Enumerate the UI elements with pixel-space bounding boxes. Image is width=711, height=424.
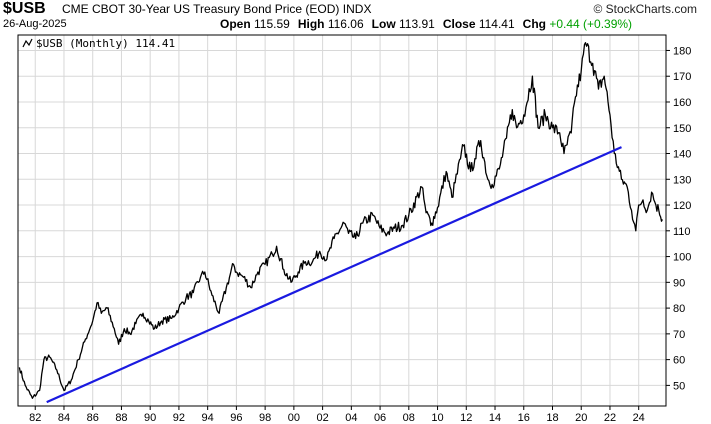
- legend-label: $USB (Monthly) 114.41: [36, 37, 175, 50]
- y-tick-label: 100: [673, 252, 691, 264]
- plot-frame: [17, 34, 667, 407]
- x-tick-label: 14: [489, 412, 501, 424]
- open-value: 115.59: [254, 17, 290, 31]
- x-tick-label: 92: [173, 412, 185, 424]
- x-tick-label: 90: [144, 412, 156, 424]
- x-tick-label: 20: [575, 412, 587, 424]
- header-row-2: 26-Aug-2025 Open 115.59 High 116.06 Low 11…: [0, 17, 711, 32]
- exchange: INDX: [342, 2, 372, 16]
- y-tick-label: 180: [673, 45, 691, 57]
- price-chart: 50 60 70 80 90 100 110 120 130 140 150 160 170 180 82…: [17, 34, 691, 424]
- x-tick-label: 12: [460, 412, 472, 424]
- x-tick-label: 18: [546, 412, 558, 424]
- x-tick-label: 08: [403, 412, 415, 424]
- x-axis: 82 84 86 88 90 92 94 96 98 00 02 04 06 08 10 12 14 16 18 20…: [29, 406, 645, 424]
- header-row-1: $USB CME CBOT 30-Year US Treasury Bond P…: [0, 0, 711, 17]
- legend: $USB (Monthly) 114.41: [22, 37, 175, 50]
- description-line: CME CBOT 30-Year US Treasury Bond Price …: [62, 2, 371, 16]
- close-label: Close: [442, 17, 476, 31]
- x-tick-label: 24: [633, 412, 645, 424]
- trendline: [46, 146, 622, 404]
- close-value: 114.41: [478, 17, 515, 31]
- y-tick-label: 160: [673, 97, 691, 109]
- y-tick-label: 150: [673, 123, 691, 135]
- y-tick-label: 70: [673, 329, 685, 341]
- price-series-line: [18, 42, 663, 399]
- low-value: 113.91: [399, 17, 435, 31]
- symbol: $USB: [3, 0, 46, 17]
- chg-label: Chg: [522, 17, 546, 31]
- x-tick-label: 00: [288, 412, 300, 424]
- chart-line-icon-path: [22, 38, 33, 48]
- brand-link[interactable]: © StockCharts.com: [593, 2, 697, 16]
- x-tick-label: 04: [345, 412, 357, 424]
- date: 26-Aug-2025: [3, 18, 67, 30]
- x-tick-label: 16: [518, 412, 530, 424]
- high-label: High: [297, 17, 325, 31]
- x-tick-label: 88: [115, 412, 127, 424]
- y-tick-label: 80: [673, 303, 685, 315]
- x-tick-label: 98: [259, 412, 271, 424]
- y-tick-label: 110: [673, 226, 691, 238]
- grid: [18, 35, 666, 406]
- x-tick-label: 10: [431, 412, 443, 424]
- y-tick-label: 170: [673, 71, 691, 83]
- y-tick-label: 140: [673, 149, 691, 161]
- open-label: Open: [220, 17, 251, 31]
- y-tick-label: 90: [673, 277, 685, 289]
- low-label: Low: [371, 17, 396, 31]
- chg-value: +0.44 (+0.39%): [549, 17, 633, 31]
- chart-line-icon: [22, 38, 33, 48]
- x-tick-label: 02: [316, 412, 328, 424]
- y-tick-label: 120: [673, 200, 691, 212]
- ohlc-summary: Open 115.59 High 116.06 Low 113.91 Close 11…: [220, 17, 632, 32]
- y-tick-label: 60: [673, 355, 685, 367]
- x-tick-label: 22: [604, 412, 616, 424]
- x-tick-label: 06: [374, 412, 386, 424]
- y-tick-label: 50: [673, 380, 685, 392]
- series-layer: [18, 42, 663, 404]
- x-tick-label: 86: [87, 412, 99, 424]
- x-tick-label: 82: [29, 412, 41, 424]
- x-tick-label: 94: [202, 412, 214, 424]
- x-tick-label: 84: [58, 412, 70, 424]
- description: CME CBOT 30-Year US Treasury Bond Price …: [62, 2, 340, 16]
- y-axis: 50 60 70 80 90 100 110 120 130 140 150 160 170 180: [666, 45, 691, 392]
- high-value: 116.06: [327, 17, 364, 31]
- y-tick-label: 130: [673, 174, 691, 186]
- x-tick-label: 96: [230, 412, 242, 424]
